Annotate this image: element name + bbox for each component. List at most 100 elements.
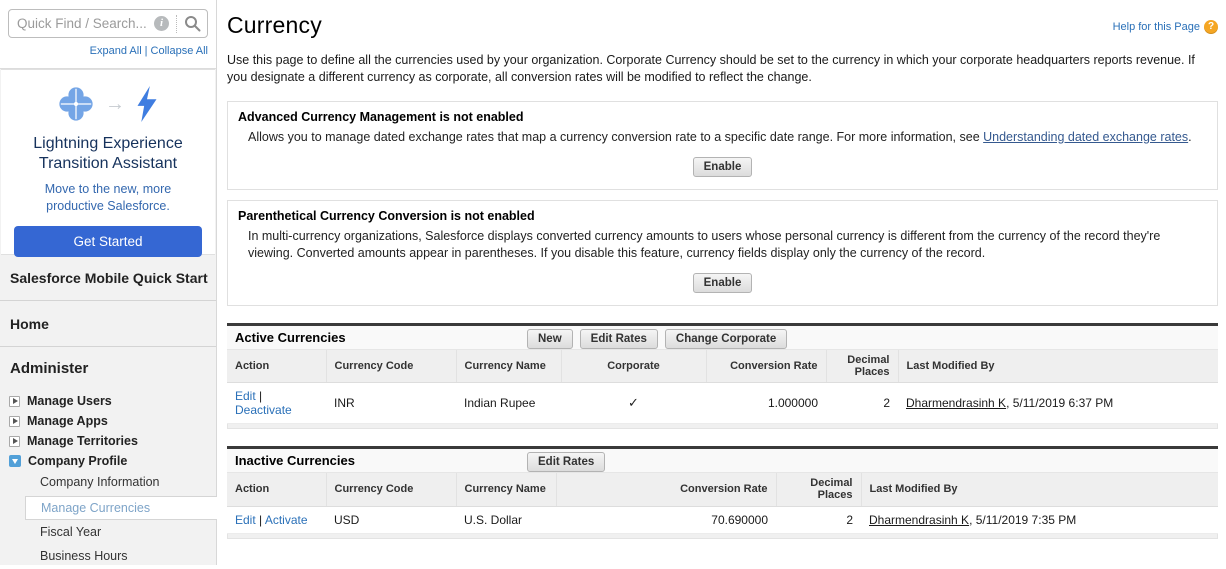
table-row: Edit | Deactivate INR Indian Rupee ✓ 1.0… [227,382,1218,425]
clover-icon [59,87,93,121]
tree-item-label: Manage Apps [27,414,108,428]
deactivate-link[interactable]: Deactivate [235,403,292,418]
setup-tree: Manage Users Manage Apps Manage Territor… [0,391,217,569]
table-footer-bar [227,533,1218,539]
column-header-conversion-rate: Conversion Rate [556,473,777,507]
sidebar-item-manage-users[interactable]: Manage Users [0,391,216,411]
expand-toggle-icon[interactable] [9,415,20,427]
sidebar-section-administer[interactable]: Administer [10,359,89,377]
search-icon[interactable] [184,15,201,32]
page-title: Currency [227,12,322,38]
page-description: Use this page to define all the currenci… [227,53,1195,84]
assistant-icons: → [11,82,205,126]
edit-rates-button[interactable]: Edit Rates [579,328,658,349]
table-row: Edit | Activate USD U.S. Dollar 70.69000… [227,506,1218,534]
sidebar-item-company-profile[interactable]: Company Profile [0,451,216,471]
sidebar-item-company-information[interactable]: Company Information [40,475,160,489]
column-header-action: Action [227,473,327,507]
setup-sidebar: i Expand All|Collapse All [0,0,217,565]
tree-item-label: Company Profile [28,454,128,468]
active-currencies-buttons: New Edit Rates Change Corporate [527,328,788,349]
action-separator: | [255,512,265,527]
expand-all-link[interactable]: Expand All [89,45,142,57]
sidebar-item-manage-apps[interactable]: Manage Apps [0,411,216,431]
info-icon[interactable]: i [154,16,169,31]
modified-by-user-link[interactable]: Dharmendrasinh K [906,396,1007,411]
conversion-rate-cell: 70.690000 [556,506,776,534]
box-button-row: Enable [238,156,1207,177]
currency-name-cell: U.S. Dollar [456,506,556,534]
quick-find-box: i [8,9,208,38]
understanding-dated-exchange-rates-link[interactable]: Understanding dated exchange rates [983,130,1189,144]
advanced-currency-management-box: Advanced Currency Management is not enab… [227,101,1218,190]
table-footer-bar [227,424,1218,430]
enable-parenthetical-conversion-button[interactable]: Enable [692,272,753,293]
active-currencies-header: Active Currencies New Edit Rates Change … [227,322,1218,350]
tree-controls: Expand All | Collapse All [8,38,208,57]
quick-find-area: i Expand All|Collapse All [0,0,216,69]
column-header-currency-name: Currency Name [456,473,557,507]
sidebar-item-business-hours[interactable]: Business Hours [40,549,128,563]
column-header-last-modified-by: Last Modified By [861,473,1218,507]
search-divider [176,14,177,33]
section-title: Active Currencies [235,329,346,345]
table-header-row: Action Currency Code Currency Name Corpo… [227,349,1218,384]
box-button-row: Enable [238,272,1207,293]
action-cell: Edit | Deactivate [227,382,326,425]
modified-by-user-link[interactable]: Dharmendrasinh K [869,512,970,527]
search-input[interactable] [15,15,154,32]
enable-advanced-currency-button[interactable]: Enable [692,156,753,177]
inactive-currencies-table: Action Currency Code Currency Name Conve… [227,473,1218,534]
box-description: In multi-currency organizations, Salesfo… [248,228,1161,260]
decimal-places-cell: 2 [826,382,898,425]
column-header-currency-code: Currency Code [326,473,457,507]
currency-code-cell: USD [326,506,456,534]
active-currencies-table: Action Currency Code Currency Name Corpo… [227,349,1218,425]
expand-toggle-icon[interactable] [9,395,20,407]
collapse-toggle-icon[interactable] [9,455,21,467]
change-corporate-button[interactable]: Change Corporate [664,328,788,349]
box-title: Parenthetical Currency Conversion is not… [238,208,535,223]
lightning-bolt-icon [137,85,157,123]
edit-rates-button[interactable]: Edit Rates [527,452,606,473]
table-header-row: Action Currency Code Currency Name Conve… [227,473,1218,507]
expand-toggle-icon[interactable] [9,435,20,447]
column-header-last-modified-by: Last Modified By [898,349,1218,384]
lex-transition-assistant-panel: → Lightning Experience Transition Assist… [1,69,215,257]
last-modified-cell: Dharmendrasinh K, 5/11/2019 7:35 PM [861,506,1218,534]
column-header-currency-code: Currency Code [326,349,457,384]
edit-link[interactable]: Edit [235,512,256,527]
help-for-this-page-link[interactable]: Help for this Page [1112,21,1200,33]
tree-item-label: Manage Territories [27,434,138,448]
sidebar-item-home[interactable]: Home [0,301,216,347]
main-content: Currency Help for this Page ? Use this p… [217,0,1226,565]
box-text-after: . [1188,130,1192,144]
sidebar-section-mobile-quick-start[interactable]: Salesforce Mobile Quick Start [0,255,216,301]
action-cell: Edit | Activate [227,506,326,534]
modified-date: , 5/11/2019 6:37 PM [1006,396,1114,411]
last-modified-cell: Dharmendrasinh K, 5/11/2019 6:37 PM [898,382,1218,425]
currency-code-cell: INR [326,382,456,425]
active-currencies-section: Active Currencies New Edit Rates Change … [227,322,1218,430]
column-header-action: Action [227,349,327,384]
parenthetical-currency-conversion-box: Parenthetical Currency Conversion is not… [227,199,1218,306]
edit-link[interactable]: Edit [235,389,256,404]
sidebar-item-manage-territories[interactable]: Manage Territories [0,431,216,451]
currency-name-cell: Indian Rupee [456,382,561,425]
assistant-subtitle: Move to the new, more productive Salesfo… [44,182,172,213]
help-question-icon[interactable]: ? [1204,20,1218,34]
new-button[interactable]: New [527,328,573,349]
sidebar-item-fiscal-year[interactable]: Fiscal Year [40,525,102,539]
sidebar-item-manage-currencies[interactable]: Manage Currencies [25,496,217,520]
tree-item-label: Manage Users [27,394,112,408]
column-header-decimal-places: Decimal Places [826,349,899,384]
collapse-all-link[interactable]: Collapse All [150,45,208,57]
activate-link[interactable]: Activate [264,512,308,527]
column-header-conversion-rate: Conversion Rate [706,349,827,384]
column-header-corporate: Corporate [561,349,707,384]
corporate-cell: ✓ [561,382,706,425]
inactive-currencies-header: Inactive Currencies Edit Rates [227,446,1218,474]
box-title: Advanced Currency Management is not enab… [238,110,524,124]
get-started-button[interactable]: Get Started [14,225,202,257]
assistant-title: Lightning Experience Transition Assistan… [33,135,183,172]
